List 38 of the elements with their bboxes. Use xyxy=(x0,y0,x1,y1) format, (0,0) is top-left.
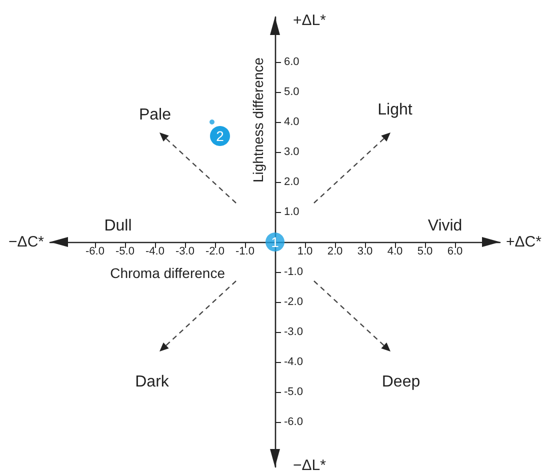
x-tick-label: -2.0 xyxy=(206,246,224,258)
y-tick-label: 2.0 xyxy=(284,176,300,188)
annotation: +ΔL* xyxy=(293,12,326,29)
y-tick-label: -4.0 xyxy=(284,356,303,368)
y-tick-label: 3.0 xyxy=(284,146,300,158)
x-tick-label: 4.0 xyxy=(387,246,403,258)
x-tick-label: 2.0 xyxy=(327,246,343,258)
annotation: Dark xyxy=(135,374,170,390)
y-tick-label: -1.0 xyxy=(284,266,303,278)
x-tick-label: 3.0 xyxy=(357,246,373,258)
y-tick-label: -6.0 xyxy=(284,416,303,428)
x-axis-title: Chroma difference xyxy=(110,265,226,281)
annotation: Vivid xyxy=(428,218,462,234)
x-tick-label: 1.0 xyxy=(297,246,313,258)
y-tick-label: 6.0 xyxy=(284,56,300,68)
annotation: −ΔL* xyxy=(293,457,326,474)
annotation: Light xyxy=(378,102,413,118)
x-tick-label: 6.0 xyxy=(447,246,463,258)
y-axis-title: Lightness difference xyxy=(250,57,266,183)
annotation: Dull xyxy=(104,218,132,234)
y-tick-label: 4.0 xyxy=(284,116,300,128)
x-tick-label: -6.0 xyxy=(86,246,104,258)
text: +ΔC* xyxy=(506,234,542,250)
y-tick-label: 5.0 xyxy=(284,86,300,98)
x-tick-label: -1.0 xyxy=(236,246,254,258)
x-tick-label: -4.0 xyxy=(146,246,164,258)
annotation: Deep xyxy=(382,374,420,390)
x-tick-label: -5.0 xyxy=(116,246,134,258)
text: −ΔC* xyxy=(8,234,44,250)
annotation: Pale xyxy=(138,106,172,124)
annotation: 1 xyxy=(271,234,280,250)
x-tick-label: 5.0 xyxy=(417,246,433,258)
annotation: 2 xyxy=(216,128,224,144)
y-tick-label: 1.0 xyxy=(284,206,300,218)
y-tick-label: -2.0 xyxy=(284,296,303,308)
y-tick-label: -5.0 xyxy=(284,386,303,398)
x-tick-label: -3.0 xyxy=(176,246,194,258)
y-tick-label: -3.0 xyxy=(284,326,303,338)
